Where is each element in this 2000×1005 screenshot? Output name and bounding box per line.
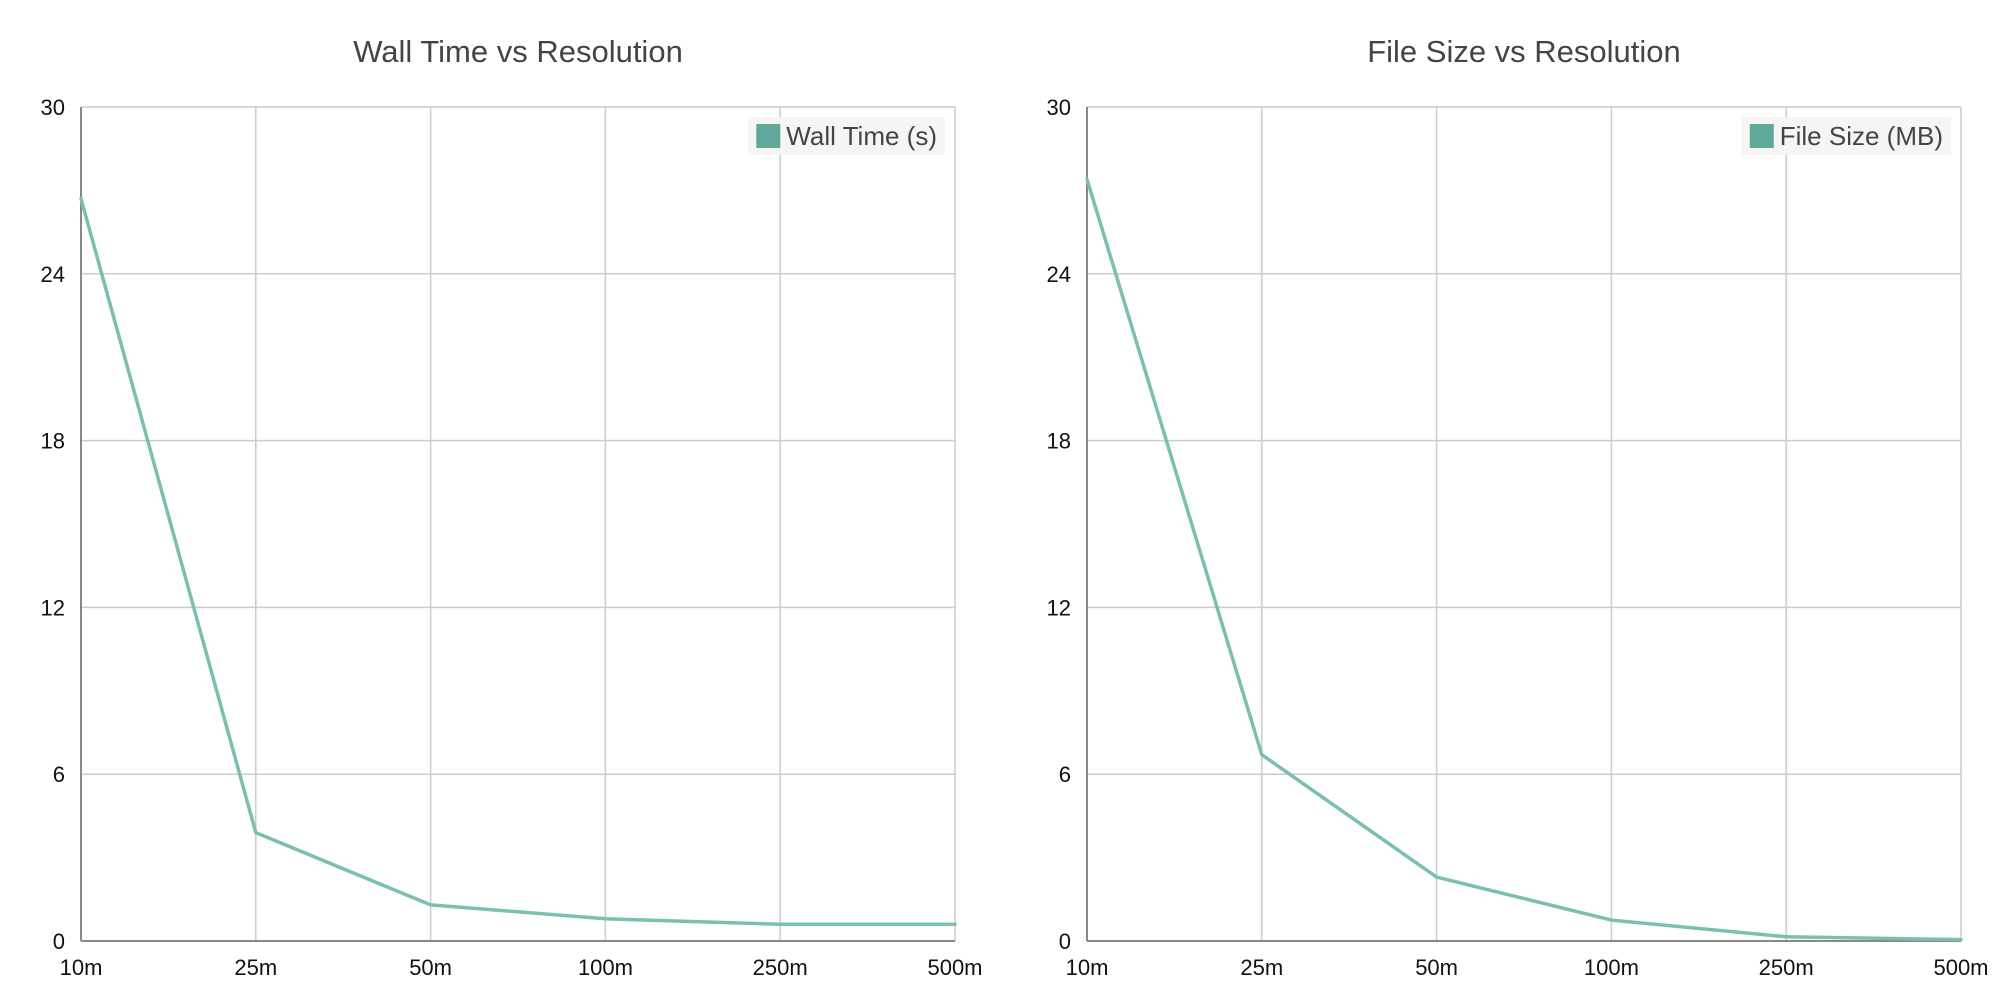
y-tick-label: 24 — [1047, 262, 1071, 287]
chart-1: Wall Time vs Resolution 0 6 12 18 24 30 10m 25m 5… — [41, 34, 983, 980]
y-tick-label: 30 — [1047, 95, 1071, 120]
x-tick-label: 10m — [60, 955, 103, 980]
series-line — [81, 199, 955, 925]
legend: File Size (MB) — [1742, 117, 1951, 155]
chart-title: Wall Time vs Resolution — [353, 34, 683, 69]
x-tick-label: 50m — [409, 955, 452, 980]
x-tick-label: 100m — [1584, 955, 1639, 980]
y-tick-label: 0 — [1059, 929, 1071, 954]
legend-swatch — [1750, 124, 1774, 148]
x-tick-label: 500m — [927, 955, 982, 980]
x-tick-label: 10m — [1066, 955, 1109, 980]
legend-label: File Size (MB) — [1780, 121, 1943, 151]
chart-2: File Size vs Resolution 0 6 12 18 24 30 10m 25m 5… — [1047, 34, 1989, 980]
legend: Wall Time (s) — [748, 117, 945, 155]
y-tick-label: 6 — [1059, 762, 1071, 787]
y-tick-label: 18 — [41, 429, 65, 454]
x-tick-label: 50m — [1415, 955, 1458, 980]
x-tick-label: 250m — [1759, 955, 1814, 980]
y-tick-label: 24 — [41, 262, 65, 287]
y-tick-label: 18 — [1047, 429, 1071, 454]
x-tick-label: 25m — [1240, 955, 1283, 980]
x-tick-label: 25m — [234, 955, 277, 980]
y-tick-label: 6 — [53, 762, 65, 787]
series-line — [1087, 179, 1961, 939]
x-tick-label: 500m — [1933, 955, 1988, 980]
y-tick-label: 12 — [1047, 595, 1071, 620]
legend-label: Wall Time (s) — [786, 121, 937, 151]
chart-title: File Size vs Resolution — [1367, 34, 1681, 69]
x-tick-label: 250m — [753, 955, 808, 980]
y-tick-label: 30 — [41, 95, 65, 120]
y-tick-label: 0 — [53, 929, 65, 954]
x-tick-label: 100m — [578, 955, 633, 980]
legend-swatch — [756, 124, 780, 148]
y-tick-label: 12 — [41, 595, 65, 620]
